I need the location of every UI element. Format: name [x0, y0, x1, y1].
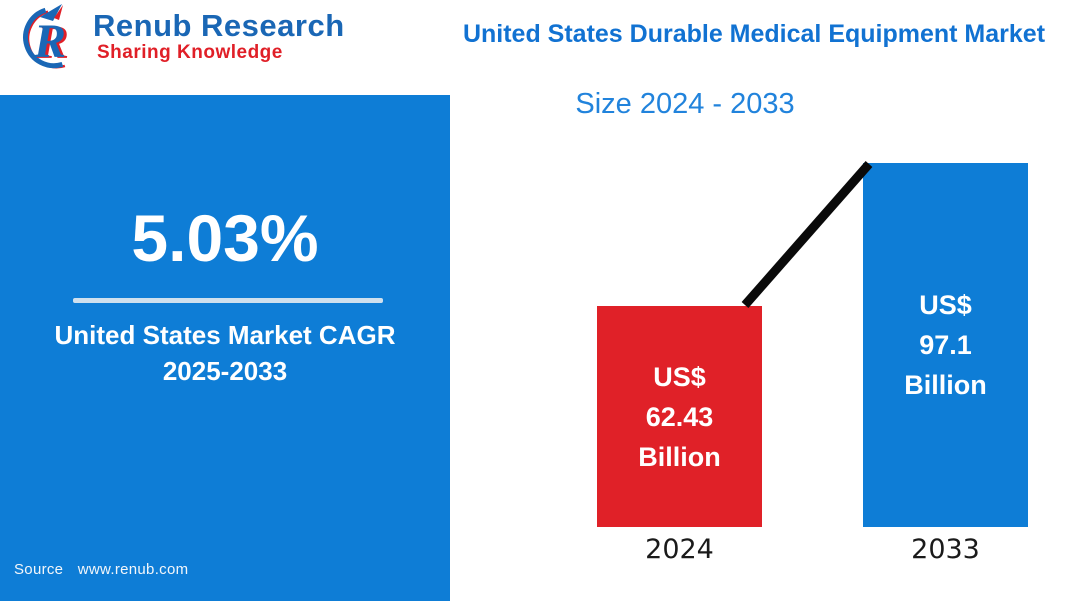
svg-text:R: R — [36, 16, 69, 69]
bar-2033-label-unit: Billion — [904, 370, 987, 400]
source-row: Source www.renub.com — [14, 561, 188, 578]
bar-2033: US$ 97.1 Billion — [863, 163, 1028, 527]
bar-2024-label-unit: Billion — [638, 441, 721, 472]
bar-2024-label-value: 62.43 — [645, 401, 714, 432]
source-url: www.renub.com — [77, 561, 189, 578]
page-title: United States Durable Medical Equipment … — [462, 20, 1046, 48]
cagr-panel: 5.03% United States Market CAGR 2025-203… — [0, 95, 450, 601]
cagr-value: 5.03% — [131, 201, 319, 275]
bar-2024: US$ 62.43 Billion — [597, 306, 762, 527]
brand-tagline: Sharing Knowledge — [97, 42, 283, 63]
cagr-label-line1: United States Market CAGR — [54, 320, 396, 350]
brand-name: Renub Research — [93, 8, 345, 43]
bar-2033-label-value: 97.1 — [919, 330, 972, 360]
bar-2033-label-currency: US$ — [919, 290, 972, 320]
cagr-divider — [73, 298, 383, 303]
svg-text:R: R — [33, 15, 66, 68]
renub-logo-icon: R R — [23, 4, 69, 69]
bar-2024-label-currency: US$ — [653, 361, 706, 392]
page-subtitle: Size 2024 - 2033 — [575, 88, 795, 120]
x-axis-label-2024: 2024 — [645, 534, 714, 565]
x-axis-label-2033: 2033 — [911, 534, 980, 565]
cagr-label-line2: 2025-2033 — [162, 356, 288, 386]
source-label: Source — [14, 561, 64, 578]
